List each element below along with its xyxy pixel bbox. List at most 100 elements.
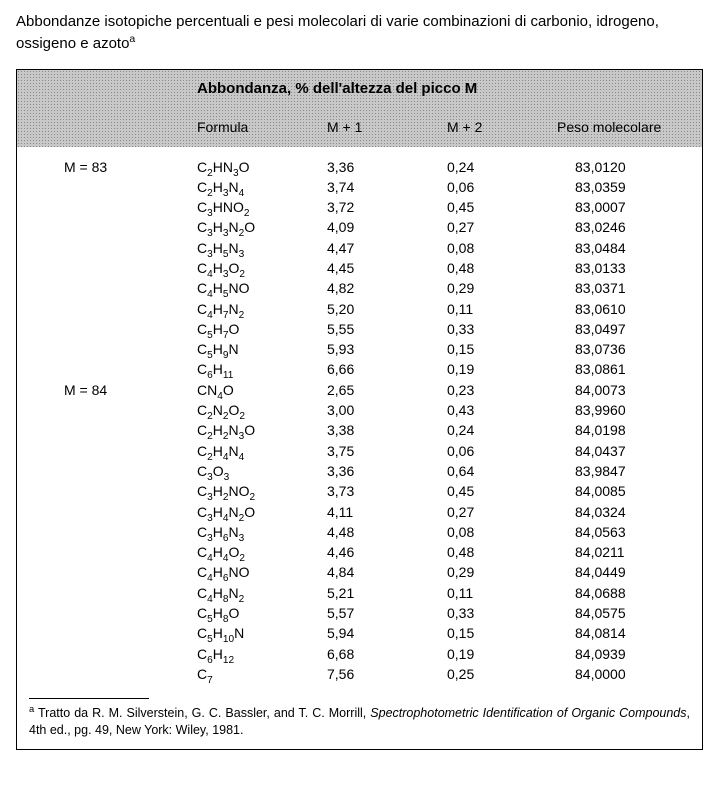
cell-formula: C5H9N bbox=[197, 339, 327, 359]
cell-pm: 84,0085 bbox=[557, 481, 702, 501]
cell-pm: 83,9847 bbox=[557, 461, 702, 481]
table-row: C3HNO23,720,4583,0007 bbox=[17, 197, 702, 217]
group-label bbox=[52, 664, 197, 684]
cell-pm: 83,0371 bbox=[557, 278, 702, 298]
cell-pm: 83,0610 bbox=[557, 299, 702, 319]
group-label bbox=[52, 420, 197, 440]
cell-m1: 3,74 bbox=[327, 177, 447, 197]
cell-formula: C4H7N2 bbox=[197, 299, 327, 319]
header-columns: Formula M + 1 M + 2 Peso molecolare bbox=[17, 119, 702, 135]
cell-pm: 84,0939 bbox=[557, 644, 702, 664]
cell-m1: 5,94 bbox=[327, 623, 447, 643]
cell-formula: CN4O bbox=[197, 380, 327, 400]
group-label bbox=[52, 359, 197, 379]
cell-m2: 0,43 bbox=[447, 400, 557, 420]
cell-pm: 83,0133 bbox=[557, 258, 702, 278]
table-row: C4H3O24,450,4883,0133 bbox=[17, 258, 702, 278]
cell-m1: 3,36 bbox=[327, 157, 447, 177]
cell-m2: 0,11 bbox=[447, 299, 557, 319]
table-row: C3O33,360,6483,9847 bbox=[17, 461, 702, 481]
cell-formula: C3HNO2 bbox=[197, 197, 327, 217]
table-row: C5H7O5,550,3383,0497 bbox=[17, 319, 702, 339]
cell-m2: 0,08 bbox=[447, 238, 557, 258]
cell-m2: 0,64 bbox=[447, 461, 557, 481]
cell-m1: 4,84 bbox=[327, 562, 447, 582]
cell-pm: 84,0000 bbox=[557, 664, 702, 684]
table-row: C3H2NO23,730,4584,0085 bbox=[17, 481, 702, 501]
cell-m1: 3,72 bbox=[327, 197, 447, 217]
cell-m1: 4,82 bbox=[327, 278, 447, 298]
col-header-m1: M + 1 bbox=[327, 119, 447, 135]
cell-formula: C2H4N4 bbox=[197, 441, 327, 461]
cell-m2: 0,45 bbox=[447, 197, 557, 217]
group-label bbox=[52, 278, 197, 298]
group-label bbox=[52, 319, 197, 339]
table-row: C2H4N43,750,0684,0437 bbox=[17, 441, 702, 461]
cell-pm: 84,0211 bbox=[557, 542, 702, 562]
group-label bbox=[52, 583, 197, 603]
group-label bbox=[52, 197, 197, 217]
table-row: C6H116,660,1983,0861 bbox=[17, 359, 702, 379]
table-row: C4H8N25,210,1184,0688 bbox=[17, 583, 702, 603]
group-label bbox=[52, 177, 197, 197]
cell-m2: 0,33 bbox=[447, 319, 557, 339]
cell-m1: 5,93 bbox=[327, 339, 447, 359]
cell-m2: 0,15 bbox=[447, 339, 557, 359]
cell-formula: C5H8O bbox=[197, 603, 327, 623]
cell-m2: 0,23 bbox=[447, 380, 557, 400]
cell-pm: 84,0563 bbox=[557, 522, 702, 542]
group-label bbox=[52, 623, 197, 643]
table-body: M = 83C2HN3O3,360,2483,0120C2H3N43,740,0… bbox=[17, 147, 702, 693]
cell-m1: 6,66 bbox=[327, 359, 447, 379]
table-row: C2H3N43,740,0683,0359 bbox=[17, 177, 702, 197]
col-header-formula: Formula bbox=[197, 119, 327, 135]
header-title: Abbondanza, % dell'altezza del picco M bbox=[17, 80, 702, 97]
cell-m2: 0,15 bbox=[447, 623, 557, 643]
cell-formula: C2HN3O bbox=[197, 157, 327, 177]
cell-m2: 0,19 bbox=[447, 644, 557, 664]
group-label bbox=[52, 400, 197, 420]
cell-pm: 83,0007 bbox=[557, 197, 702, 217]
cell-m1: 5,57 bbox=[327, 603, 447, 623]
cell-pm: 84,0198 bbox=[557, 420, 702, 440]
cell-m2: 0,33 bbox=[447, 603, 557, 623]
cell-pm: 83,0359 bbox=[557, 177, 702, 197]
table-row: C3H6N34,480,0884,0563 bbox=[17, 522, 702, 542]
cell-formula: C6H12 bbox=[197, 644, 327, 664]
cell-pm: 83,0861 bbox=[557, 359, 702, 379]
cell-formula: C3H2NO2 bbox=[197, 481, 327, 501]
cell-formula: C2N2O2 bbox=[197, 400, 327, 420]
col-header-m2: M + 2 bbox=[447, 119, 557, 135]
cell-m1: 7,56 bbox=[327, 664, 447, 684]
caption-sup: a bbox=[129, 33, 135, 45]
cell-pm: 84,0437 bbox=[557, 441, 702, 461]
cell-m2: 0,29 bbox=[447, 278, 557, 298]
cell-formula: C6H11 bbox=[197, 359, 327, 379]
group-label bbox=[52, 603, 197, 623]
table-row: C4H7N25,200,1183,0610 bbox=[17, 299, 702, 319]
table-row: C4H5NO4,820,2983,0371 bbox=[17, 278, 702, 298]
data-table: Abbondanza, % dell'altezza del picco M F… bbox=[16, 69, 703, 751]
cell-m1: 3,38 bbox=[327, 420, 447, 440]
cell-m1: 3,36 bbox=[327, 461, 447, 481]
cell-m1: 3,75 bbox=[327, 441, 447, 461]
cell-formula: C4H5NO bbox=[197, 278, 327, 298]
cell-formula: C7 bbox=[197, 664, 327, 684]
cell-m1: 5,20 bbox=[327, 299, 447, 319]
group-label: M = 83 bbox=[52, 157, 197, 177]
cell-m1: 4,48 bbox=[327, 522, 447, 542]
table-row: C3H4N2O4,110,2784,0324 bbox=[17, 502, 702, 522]
cell-pm: 84,0073 bbox=[557, 380, 702, 400]
group-label bbox=[52, 299, 197, 319]
cell-m1: 4,46 bbox=[327, 542, 447, 562]
cell-m2: 0,24 bbox=[447, 157, 557, 177]
footnote-italic: Spectrophotometric Identification of Org… bbox=[370, 706, 686, 720]
cell-m2: 0,29 bbox=[447, 562, 557, 582]
cell-m1: 4,11 bbox=[327, 502, 447, 522]
table-caption: Abbondanze isotopiche percentuali e pesi… bbox=[16, 12, 696, 55]
table-row: C3H5N34,470,0883,0484 bbox=[17, 238, 702, 258]
cell-formula: C4H4O2 bbox=[197, 542, 327, 562]
table-row: C5H8O5,570,3384,0575 bbox=[17, 603, 702, 623]
table-header-band: Abbondanza, % dell'altezza del picco M F… bbox=[17, 70, 702, 147]
table-row: C2H2N3O3,380,2484,0198 bbox=[17, 420, 702, 440]
